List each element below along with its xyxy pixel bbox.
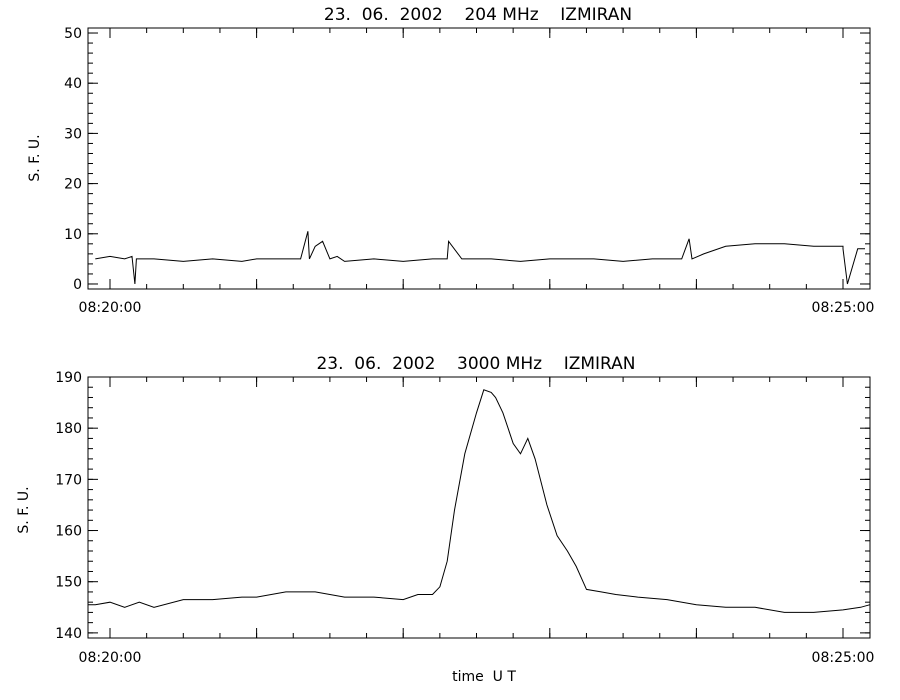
x-tick-label-end: 08:25:00 [812, 650, 875, 666]
plot-frame [87, 376, 871, 639]
chart-204mhz: 23. 06. 2002 204 MHz IZMIRAN S. F. U. 0 1… [27, 5, 874, 316]
y-tick-label: 30 [64, 126, 82, 142]
y-tick-label: 10 [64, 227, 82, 243]
x-tick-label-start: 08:20:00 [79, 300, 142, 316]
x-axis-label: time U T [452, 669, 516, 685]
chart-3000mhz: 23. 06. 2002 3000 MHz IZMIRAN S. F. U. 1… [16, 354, 874, 685]
series-line [95, 231, 865, 285]
y-tick-label: 170 [55, 472, 82, 488]
axis-ticks [88, 28, 870, 289]
y-tick-label: 40 [64, 76, 82, 92]
y-axis-label: S. F. U. [16, 486, 32, 533]
axis-ticks [88, 376, 870, 638]
y-tick-label: 50 [64, 26, 82, 42]
series-line [88, 389, 871, 613]
chart-title: 23. 06. 2002 3000 MHz IZMIRAN [316, 354, 635, 374]
y-tick-label: 160 [55, 524, 82, 540]
y-tick-label: 190 [55, 370, 82, 386]
y-tick-label: 0 [73, 277, 82, 293]
y-tick-label: 150 [55, 575, 82, 591]
plot-frame [87, 27, 871, 290]
y-tick-label: 140 [55, 626, 82, 642]
y-tick-labels: 140 150 160 170 180 190 [55, 370, 82, 642]
y-axis-label: S. F. U. [27, 134, 43, 181]
chart-title: 23. 06. 2002 204 MHz IZMIRAN [324, 5, 632, 25]
x-tick-label-end: 08:25:00 [812, 300, 875, 316]
y-tick-label: 20 [64, 177, 82, 193]
y-tick-label: 180 [55, 421, 82, 437]
y-tick-labels: 0 10 20 30 40 50 [64, 26, 82, 293]
x-tick-label-start: 08:20:00 [79, 650, 142, 666]
